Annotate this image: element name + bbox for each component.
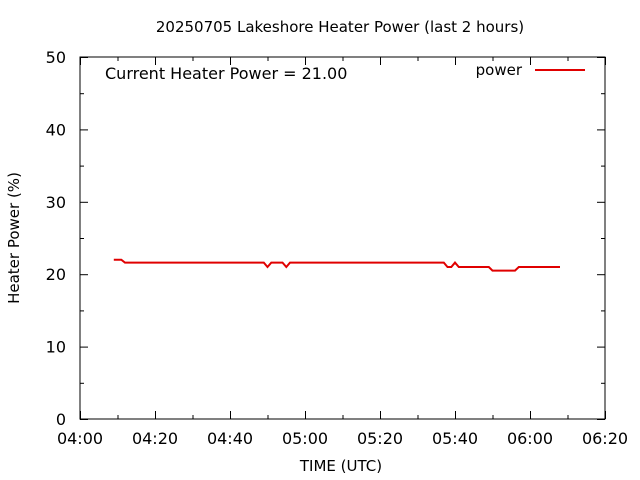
x-tick-label: 04:00 [57,429,103,448]
current-power-annotation: Current Heater Power = 21.00 [105,64,347,83]
y-tick-label: 20 [46,265,66,284]
x-tick-label: 06:00 [507,429,553,448]
tick-labels: 04:00 04:20 04:40 05:00 05:20 05:40 06:00 06:20… [46,48,628,448]
tick-marks [80,57,606,420]
x-tick-label: 05:40 [432,429,478,448]
x-tick-label: 05:20 [357,429,403,448]
series-line-power [113,258,560,272]
y-tick-label: 30 [46,193,66,212]
x-tick-label: 04:40 [207,429,253,448]
y-tick-label: 40 [46,120,66,139]
x-axis-label: TIME (UTC) [299,457,382,475]
y-tick-label: 10 [46,338,66,357]
series-lines [113,258,560,272]
y-tick-label: 0 [56,410,66,429]
axes [79,56,606,420]
y-axis-label: Heater Power (%) [5,172,23,304]
plot-border [79,56,606,420]
legend-label-power: power [476,61,523,79]
x-tick-label: 06:20 [582,429,628,448]
x-tick-label: 05:00 [282,429,328,448]
chart-title: 20250705 Lakeshore Heater Power (last 2 … [156,18,524,36]
x-tick-label: 04:20 [132,429,178,448]
legend: power [476,61,585,79]
y-tick-label: 50 [46,48,66,67]
